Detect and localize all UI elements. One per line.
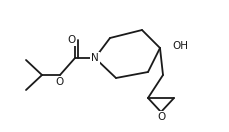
Text: O: O — [56, 77, 64, 87]
Text: O: O — [157, 112, 165, 122]
Text: O: O — [67, 35, 75, 45]
Text: N: N — [91, 53, 99, 63]
Text: OH: OH — [172, 41, 188, 51]
